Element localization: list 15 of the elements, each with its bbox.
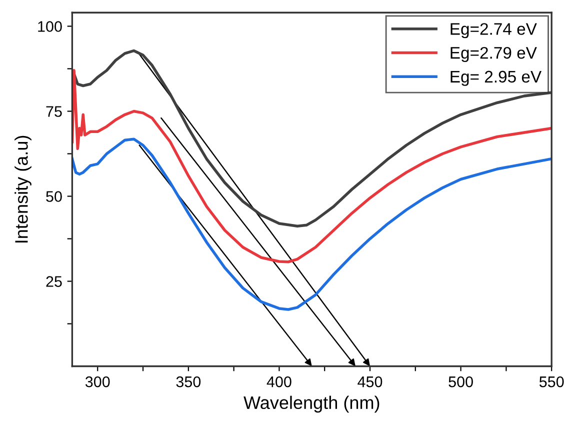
x-tick-label: 450: [358, 376, 382, 388]
x-tick-label: 550: [539, 376, 564, 388]
x-tick-label: 400: [266, 376, 292, 388]
y-tick-label: 75: [46, 106, 62, 117]
legend-label: Eg=2.79 eV: [450, 46, 537, 62]
y-tick-label: 25: [46, 276, 62, 287]
y-axis-title: Intensity (a.u): [14, 136, 32, 242]
legend-label: Eg= 2.95 eV: [450, 70, 542, 86]
x-tick-label: 500: [448, 376, 473, 388]
y-tick-label: 100: [38, 21, 62, 32]
y-tick-label: 50: [46, 191, 62, 202]
legend-label: Eg=2.74 eV: [450, 23, 537, 38]
x-tick-label: 300: [85, 376, 110, 388]
x-axis-title: Wavelength (nm): [244, 396, 380, 413]
x-tick-label: 350: [176, 376, 201, 388]
